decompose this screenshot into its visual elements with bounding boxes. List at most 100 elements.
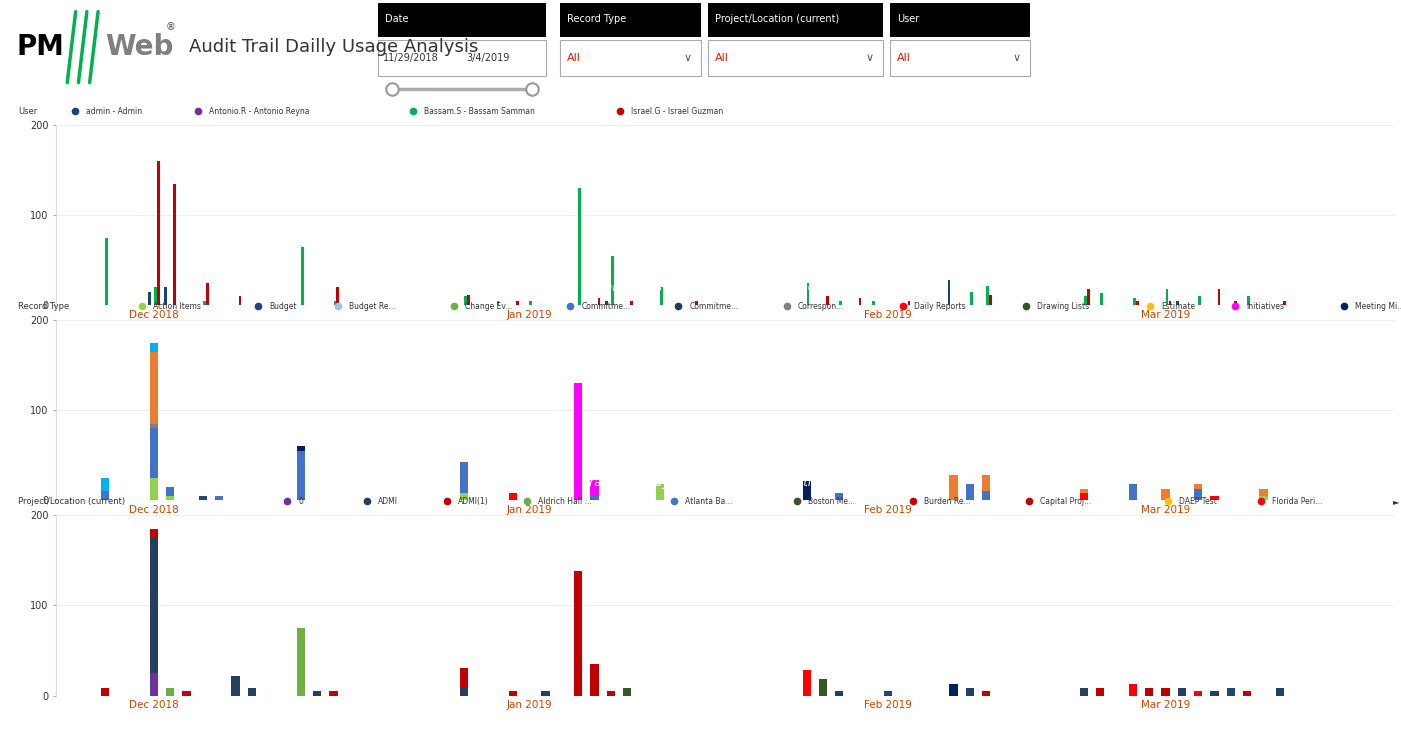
Bar (297, 446, 305, 451)
Bar (464, 297, 467, 305)
Text: DAEP Test: DAEP Test (1178, 497, 1216, 506)
Bar (969, 292, 972, 305)
Bar (708, 40, 883, 76)
Text: Bassam.S - Bassam Samman: Bassam.S - Bassam Samman (425, 107, 535, 116)
Bar (986, 286, 989, 305)
Text: 3/4/2019: 3/4/2019 (467, 53, 510, 63)
Text: Audit Trail Dailly Usage Analysis: Audit Trail Dailly Usage Analysis (189, 38, 479, 56)
Bar (982, 691, 991, 696)
Text: Aldrich Hall ...: Aldrich Hall ... (538, 497, 593, 506)
Text: Drawing Lists: Drawing Lists (1037, 302, 1090, 311)
Bar (1243, 691, 1251, 696)
Bar (574, 587, 583, 696)
Bar (605, 301, 608, 305)
Bar (154, 288, 157, 305)
Bar (101, 478, 109, 492)
Bar (231, 676, 240, 696)
Bar (1084, 297, 1087, 305)
Bar (1166, 289, 1168, 305)
Bar (248, 688, 256, 696)
Bar (908, 301, 911, 305)
Text: Israel.G - Israel Guzman: Israel.G - Israel Guzman (630, 107, 723, 116)
Bar (574, 383, 583, 500)
Bar (1210, 691, 1219, 696)
Bar (1168, 301, 1171, 305)
Text: Project/Location (current): Project/Location (current) (18, 497, 125, 506)
Text: Date: Date (385, 15, 409, 24)
Bar (150, 428, 158, 478)
Bar (611, 256, 614, 305)
Bar (1080, 489, 1089, 493)
Text: Daily Reports: Daily Reports (913, 302, 965, 311)
Bar (1145, 688, 1153, 696)
Text: Project/Location (current): Project/Location (current) (715, 15, 839, 24)
Bar (1198, 297, 1201, 305)
Text: User: User (18, 107, 38, 116)
Bar (1080, 493, 1089, 500)
Text: Meeting Mi...: Meeting Mi... (1355, 302, 1401, 311)
Text: Transations by Date and Project/Location: Transations by Date and Project/Location (583, 476, 825, 489)
Text: ADMI: ADMI (378, 497, 398, 506)
Text: ADMI(1): ADMI(1) (458, 497, 489, 506)
Text: Record Type: Record Type (567, 15, 626, 24)
Text: Correspon...: Correspon... (797, 302, 843, 311)
Bar (656, 484, 664, 500)
Bar (835, 691, 843, 696)
Bar (301, 247, 304, 305)
Bar (884, 691, 892, 696)
Bar (1129, 484, 1138, 500)
Bar (329, 691, 338, 696)
Text: Commitme...: Commitme... (581, 302, 630, 311)
Bar (708, 3, 883, 37)
Bar (590, 664, 598, 696)
Bar (989, 294, 992, 305)
Bar (965, 688, 974, 696)
Bar (541, 691, 549, 696)
Bar (516, 301, 518, 305)
Bar (164, 288, 167, 305)
Bar (206, 283, 209, 305)
Bar (1194, 484, 1202, 489)
Bar (839, 301, 842, 305)
Bar (950, 475, 957, 500)
Text: ∨: ∨ (684, 53, 692, 63)
Bar (1136, 301, 1139, 305)
Bar (101, 688, 109, 696)
Text: 11/29/2018: 11/29/2018 (382, 53, 439, 63)
Bar (467, 294, 469, 305)
Text: User: User (897, 15, 919, 24)
Bar (803, 481, 811, 500)
Bar (497, 301, 499, 305)
Bar (150, 538, 158, 673)
Bar (1133, 298, 1136, 305)
Text: Estimate: Estimate (1161, 302, 1195, 311)
Bar (590, 480, 598, 496)
Bar (150, 478, 158, 500)
Bar (333, 301, 336, 305)
Text: Initiatives: Initiatives (1247, 302, 1285, 311)
Bar (1161, 489, 1170, 500)
Bar (238, 297, 241, 305)
Bar (1161, 688, 1170, 696)
Bar (590, 496, 598, 500)
Text: ®: ® (165, 22, 175, 32)
Bar (890, 3, 1030, 37)
Text: Action Items: Action Items (153, 302, 202, 311)
Bar (560, 3, 700, 37)
Bar (1080, 688, 1089, 696)
Text: Boston Me...: Boston Me... (808, 497, 856, 506)
Bar (378, 40, 546, 76)
Bar (1087, 289, 1090, 305)
Bar (859, 298, 862, 305)
Bar (509, 493, 517, 500)
Bar (460, 668, 468, 688)
Bar (336, 288, 339, 305)
Bar (1283, 301, 1286, 305)
Text: Web: Web (105, 32, 174, 60)
Bar (982, 492, 991, 500)
Bar (167, 496, 174, 500)
Bar (149, 292, 151, 305)
Bar (1178, 688, 1187, 696)
Bar (1129, 684, 1138, 696)
Text: Budget: Budget (269, 302, 297, 311)
